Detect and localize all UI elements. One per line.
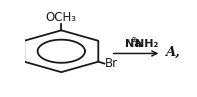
- Text: OCH₃: OCH₃: [46, 11, 77, 24]
- Text: Br: Br: [105, 57, 118, 70]
- Text: A,: A,: [165, 46, 180, 59]
- Text: NH₂: NH₂: [135, 39, 158, 49]
- Text: Na: Na: [125, 39, 142, 49]
- Text: ⊕: ⊕: [131, 35, 137, 44]
